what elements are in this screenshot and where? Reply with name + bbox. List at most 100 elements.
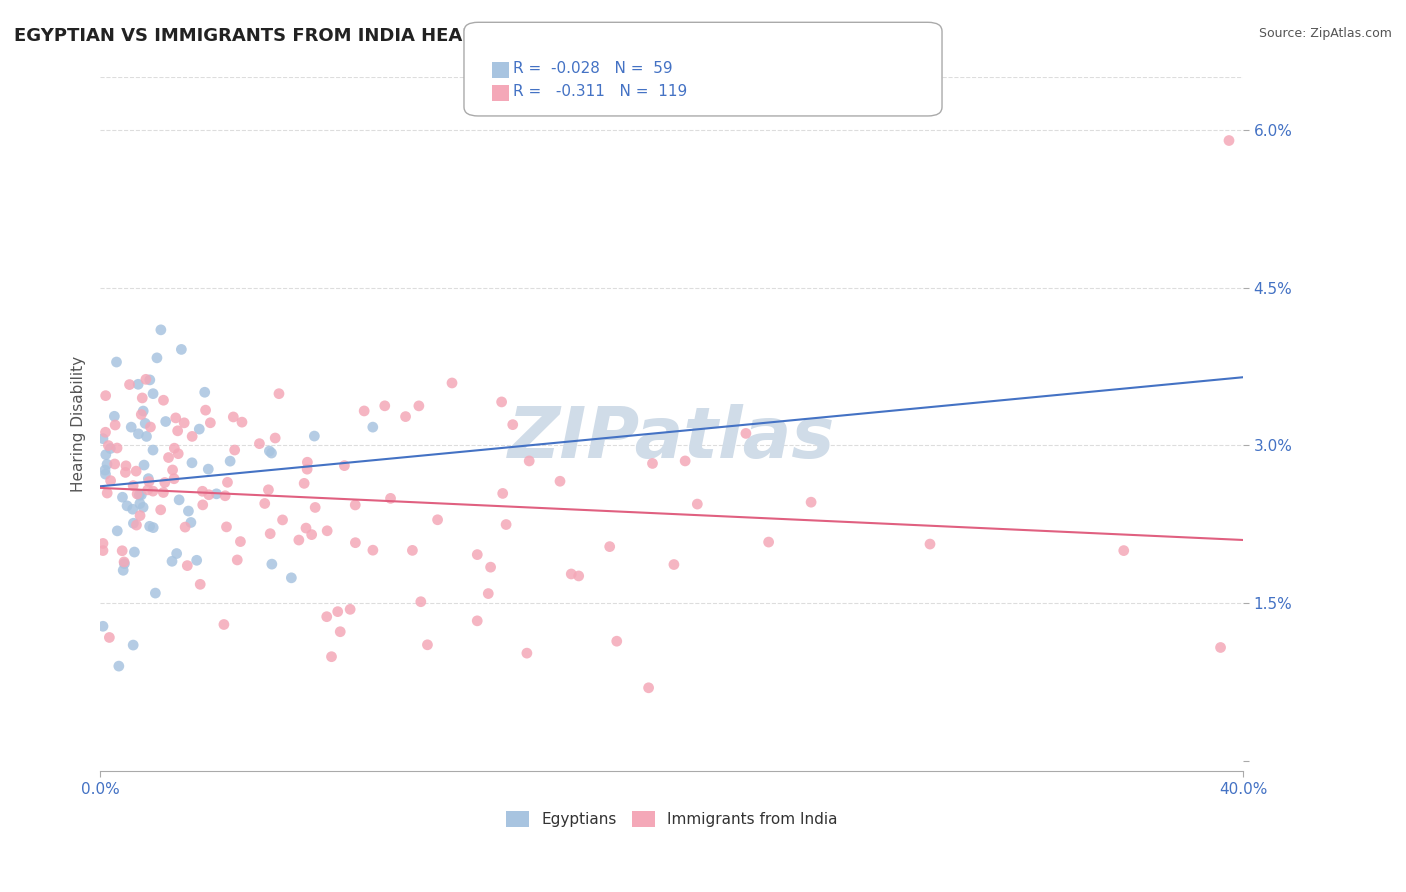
Point (271, 513, 294, 527)
Point (339, 602, 361, 616)
Point (94, 389, 117, 403)
Point (173, 416, 195, 430)
Point (91, 536, 114, 550)
Point (344, 498, 367, 512)
Point (408, 399, 430, 413)
Point (374, 399, 396, 413)
Point (295, 462, 318, 476)
Point (304, 429, 326, 443)
Point (321, 649, 343, 664)
Point (127, 487, 149, 501)
Point (380, 491, 402, 506)
Point (186, 553, 208, 567)
Point (229, 534, 252, 549)
Point (142, 386, 165, 401)
Point (249, 436, 271, 450)
Point (214, 489, 236, 503)
Point (177, 504, 200, 518)
Point (194, 385, 217, 400)
Point (124, 545, 146, 559)
Point (135, 372, 157, 386)
Point (118, 377, 141, 392)
Point (215, 520, 238, 534)
Point (162, 463, 184, 477)
Point (167, 492, 190, 507)
Point (94, 463, 117, 477)
Point (440, 376, 463, 390)
Legend: Egyptians, Immigrants from India: Egyptians, Immigrants from India (501, 805, 844, 833)
Text: EGYPTIAN VS IMMIGRANTS FROM INDIA HEARING DISABILITY CORRELATION CHART: EGYPTIAN VS IMMIGRANTS FROM INDIA HEARIN… (14, 27, 852, 45)
Point (163, 472, 186, 486)
Point (152, 485, 174, 500)
Point (129, 508, 152, 523)
Point (129, 408, 152, 422)
Point (104, 457, 127, 471)
Point (188, 577, 211, 591)
Point (94, 467, 117, 482)
Point (91, 543, 114, 558)
Point (465, 548, 488, 562)
Point (128, 497, 150, 511)
Point (292, 476, 315, 491)
Text: R =   -0.311   N =  119: R = -0.311 N = 119 (513, 85, 688, 99)
Point (112, 563, 135, 577)
Point (135, 429, 157, 443)
Point (132, 458, 155, 472)
Point (517, 454, 540, 468)
Point (170, 343, 193, 357)
Point (142, 443, 165, 458)
Point (166, 547, 188, 561)
Point (361, 420, 384, 434)
Point (166, 424, 188, 438)
Point (157, 450, 180, 465)
Point (568, 569, 591, 583)
Point (180, 516, 202, 530)
Point (361, 543, 384, 558)
Point (112, 557, 135, 571)
Point (205, 487, 228, 501)
Point (758, 535, 780, 549)
Point (181, 429, 204, 443)
Point (416, 638, 439, 652)
Point (224, 443, 246, 458)
Point (259, 444, 281, 458)
Text: Source: ZipAtlas.com: Source: ZipAtlas.com (1258, 27, 1392, 40)
Point (142, 520, 165, 534)
Point (127, 426, 149, 441)
Point (333, 458, 356, 473)
Point (465, 614, 488, 628)
Point (134, 417, 156, 431)
Point (111, 543, 134, 558)
Point (326, 605, 349, 619)
Point (98, 631, 121, 645)
Point (212, 617, 235, 632)
Point (502, 417, 524, 432)
Text: ZIPatlas: ZIPatlas (508, 404, 835, 473)
Point (301, 527, 323, 541)
Point (735, 426, 758, 441)
Point (673, 454, 696, 468)
Point (181, 456, 204, 470)
Point (122, 638, 145, 652)
Point (315, 609, 337, 624)
Point (111, 490, 134, 504)
Point (96, 486, 118, 500)
Point (267, 386, 290, 401)
Point (145, 586, 167, 600)
Point (253, 496, 276, 510)
Point (136, 483, 159, 497)
Point (112, 555, 135, 569)
Point (217, 475, 239, 490)
Point (226, 553, 249, 567)
Point (91, 619, 114, 633)
Point (800, 495, 823, 509)
Point (288, 533, 311, 547)
Point (599, 540, 621, 554)
Point (91, 432, 114, 446)
Point (198, 488, 221, 502)
Point (127, 377, 149, 392)
Point (142, 484, 165, 499)
Point (280, 571, 302, 585)
Point (426, 513, 449, 527)
Point (548, 475, 571, 489)
